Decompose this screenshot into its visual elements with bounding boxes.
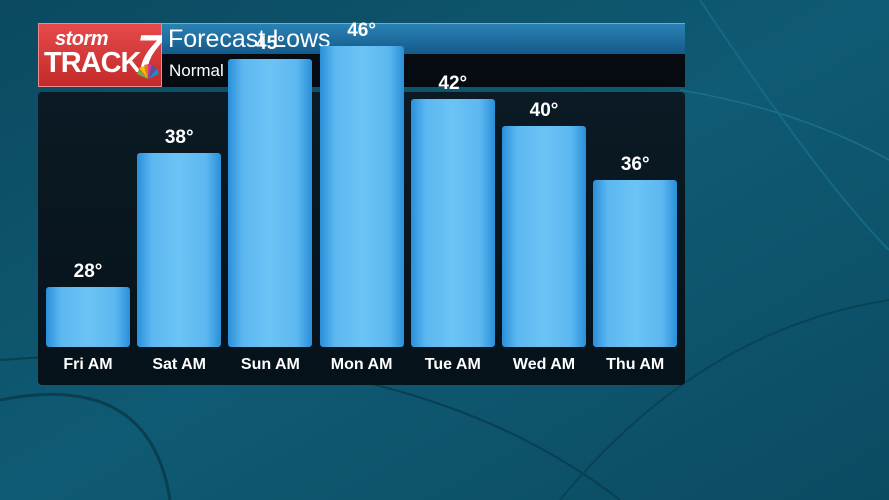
value-label: 40° (529, 99, 559, 121)
category-label: Tue AM (424, 356, 481, 373)
peacock-icon (137, 64, 159, 79)
value-label: 38° (164, 126, 194, 148)
category-label: Thu AM (606, 356, 665, 373)
value-label: 28° (73, 260, 103, 282)
category-label: Mon AM (330, 356, 393, 373)
logo-storm-text: storm (55, 28, 109, 50)
page-title: Forecast Lows (168, 25, 331, 53)
category-label: Sun AM (240, 356, 300, 373)
logo-track-text: TRACK (44, 47, 141, 79)
value-label: 46° (347, 19, 376, 41)
bar-mon-am (319, 45, 404, 347)
value-label: 36° (620, 153, 650, 175)
bar-wed-am (502, 125, 586, 347)
bar-sun-am (228, 58, 313, 347)
category-label: Fri AM (63, 356, 113, 373)
bar-fri-am (46, 286, 130, 347)
value-label: 45° (256, 32, 285, 54)
bar-thu-am (593, 179, 678, 347)
category-label: Wed AM (512, 356, 576, 373)
bar-sat-am (137, 152, 222, 347)
bar-tue-am (410, 99, 495, 347)
storm-track-7-logo: storm TRACK 7 (38, 23, 163, 87)
value-label: 42° (438, 73, 468, 95)
category-label: Sat AM (152, 356, 206, 373)
title-bar: Forecast Lows (162, 23, 685, 54)
